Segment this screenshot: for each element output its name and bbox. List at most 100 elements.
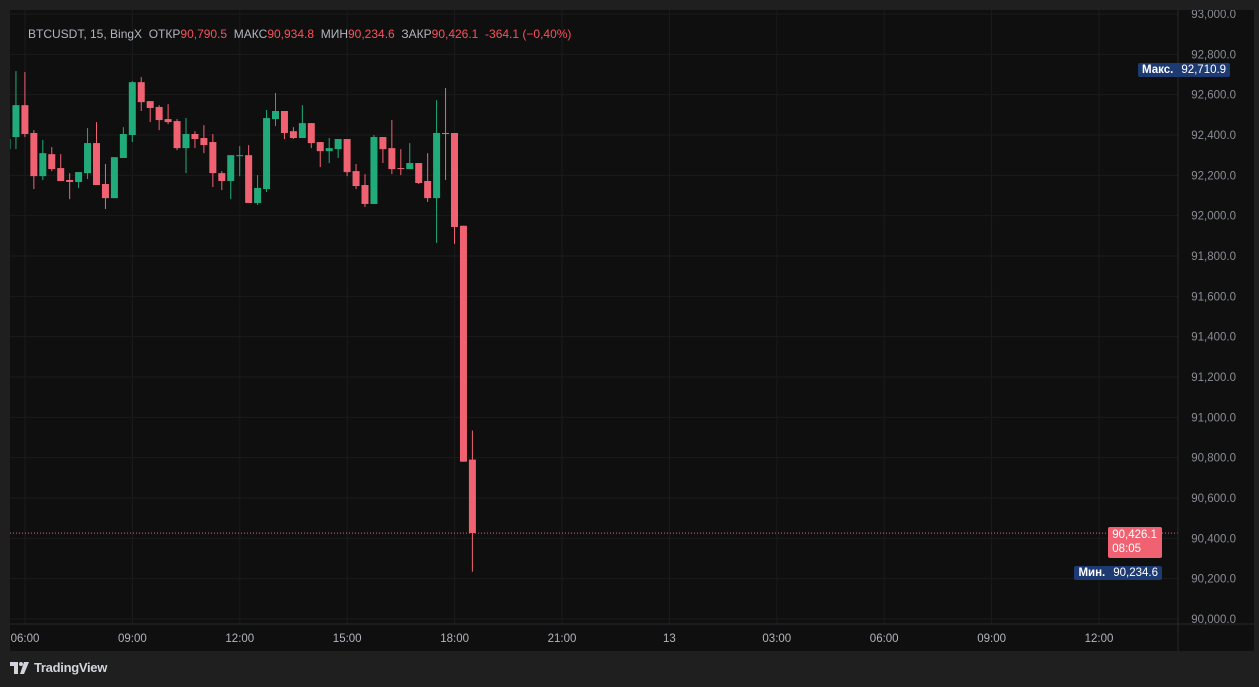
candle-body <box>397 168 405 170</box>
candle-body <box>128 82 136 135</box>
price-tick-label: 91,000.0 <box>1191 412 1236 424</box>
candle <box>451 132 458 244</box>
candle <box>289 127 297 140</box>
low-value: 90,234.6 <box>348 27 395 41</box>
candle-body <box>298 123 306 139</box>
candle <box>397 149 405 176</box>
candle <box>388 120 396 175</box>
candle-body <box>48 154 56 170</box>
candle <box>119 127 127 158</box>
bar-countdown: 08:05 <box>1112 543 1142 555</box>
open-value: 90,790.5 <box>180 27 228 41</box>
symbol-legend: BTCUSDT, 15, BingX ОТКР90,790.5 МАКС90,9… <box>28 27 571 41</box>
candle <box>307 123 315 149</box>
time-tick-label: 06:00 <box>11 633 40 645</box>
price-tick-label: 93,000.0 <box>1191 10 1236 21</box>
candle <box>263 109 271 193</box>
candle-body <box>415 163 423 183</box>
candle <box>75 172 83 189</box>
candle-body <box>84 143 92 174</box>
candle-body <box>110 157 118 199</box>
high-label: МАКС <box>233 27 268 41</box>
tradingview-logo[interactable]: TradingView <box>10 660 107 675</box>
candle-body <box>75 172 83 182</box>
high-value: 90,934.8 <box>267 27 315 41</box>
candle-body <box>218 173 226 181</box>
min-value: 90,234.6 <box>1113 567 1158 579</box>
candle-body <box>173 121 181 149</box>
candle-body <box>433 132 441 199</box>
candle-body <box>370 137 378 204</box>
candle <box>30 130 38 190</box>
time-tick-label: 06:00 <box>870 633 899 645</box>
grid <box>10 10 1178 624</box>
candle <box>379 137 387 164</box>
candle-body <box>263 118 271 190</box>
candle <box>370 135 378 204</box>
min-price-marker: Мин. 90,234.6 <box>1074 566 1162 580</box>
candle-body <box>191 133 199 140</box>
candle-body <box>352 171 360 187</box>
candle-body <box>93 143 100 186</box>
candle-body <box>155 106 163 121</box>
candle-body <box>200 138 208 146</box>
candle <box>316 142 324 168</box>
candle <box>280 111 288 140</box>
candle <box>442 88 450 180</box>
time-tick-label: 12:00 <box>1085 633 1114 645</box>
candle-body <box>468 459 476 534</box>
change-value: -364.1 (−0,40%) <box>485 27 572 41</box>
candle <box>155 105 163 131</box>
candle <box>218 171 226 191</box>
candle <box>343 139 351 177</box>
price-tick-label: 90,200.0 <box>1191 574 1236 586</box>
close-label: ЗАКР <box>401 27 432 41</box>
time-tick-label: 12:00 <box>225 633 254 645</box>
candle-body <box>182 133 190 149</box>
candle-body <box>406 163 414 170</box>
max-label: Макс. <box>1142 64 1174 76</box>
candle <box>352 164 360 190</box>
candle-body <box>227 155 235 181</box>
candle-body <box>254 188 262 203</box>
candle <box>182 118 190 174</box>
candle-body <box>459 225 467 462</box>
candle <box>406 143 414 170</box>
candle-body <box>164 119 172 123</box>
candle <box>298 105 306 139</box>
candle <box>10 139 11 150</box>
candle <box>173 119 181 151</box>
candle <box>128 81 136 143</box>
candle <box>84 128 92 179</box>
candle <box>200 125 208 154</box>
symbol-info[interactable]: BTCUSDT, 15, BingX <box>28 27 143 41</box>
candle <box>93 122 100 186</box>
candle <box>57 154 65 181</box>
candle <box>66 173 74 200</box>
candle-body <box>361 185 369 204</box>
candle-body <box>289 131 297 139</box>
candlestick-chart[interactable]: 93,000.0 92,800.0 92,600.0 92,400.0 92,200.0… <box>10 10 1254 651</box>
candle-body <box>209 142 217 174</box>
chart-pane[interactable]: 93,000.0 92,800.0 92,600.0 92,400.0 92,200.0… <box>10 10 1254 651</box>
time-tick-label: 09:00 <box>977 633 1006 645</box>
candle <box>21 72 29 138</box>
candle <box>227 155 235 200</box>
price-tick-label: 92,000.0 <box>1191 211 1236 223</box>
candle <box>39 140 47 180</box>
candle <box>137 77 145 112</box>
last-price: 90,426.1 <box>1112 529 1157 541</box>
candle-body <box>30 132 38 177</box>
candle-body <box>442 132 450 134</box>
price-tick-label: 90,000.0 <box>1191 614 1236 626</box>
candle-body <box>57 168 65 181</box>
candle-body <box>66 179 74 182</box>
tradingview-logo-icon <box>10 661 29 674</box>
close-value: 90,426.1 <box>431 27 479 41</box>
candle-body <box>307 123 315 144</box>
candle <box>101 164 109 210</box>
time-tick-label: 18:00 <box>440 633 469 645</box>
candle <box>110 157 118 199</box>
price-tick-label: 91,200.0 <box>1191 372 1236 384</box>
candle <box>191 131 199 149</box>
